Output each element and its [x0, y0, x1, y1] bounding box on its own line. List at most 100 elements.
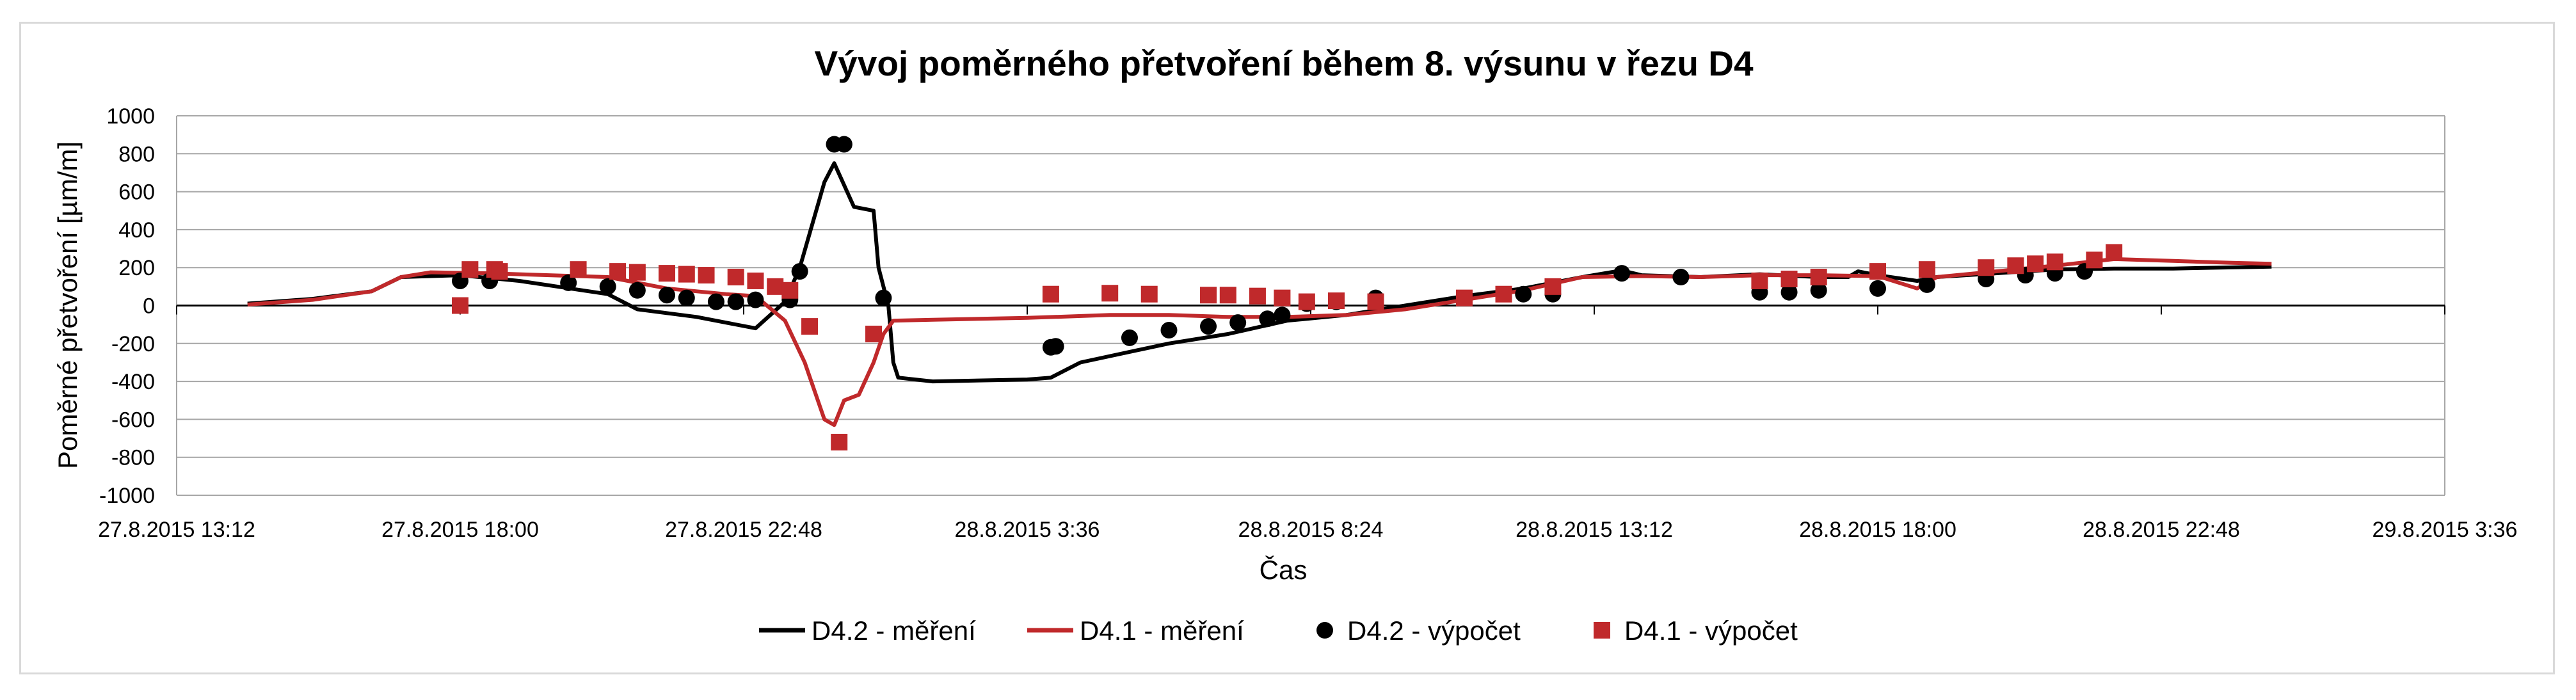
legend-label: D4.2 - výpočet [1347, 616, 1521, 646]
data-point-square [452, 297, 468, 314]
data-point-square [747, 272, 764, 289]
data-point-circle [835, 136, 852, 153]
x-tick-label: 28.8.2015 8:24 [1238, 518, 1384, 542]
y-axis-label: Poměrné přetvoření [µm/m] [52, 141, 83, 469]
y-tick-label: 200 [118, 256, 155, 280]
y-axis-ticks: 1000 800 600 400 200 0 -200 -400 -600 -800 -1000 [99, 104, 155, 508]
data-point-square [659, 265, 676, 282]
data-point-square [2046, 253, 2063, 271]
data-point-square [678, 266, 695, 283]
chart-title: Vývoj poměrného přetvoření během 8. výsu… [814, 44, 1753, 83]
legend-label: D4.2 - měření [812, 616, 976, 646]
y-tick-label: 800 [118, 142, 155, 166]
data-point-square [1219, 287, 1236, 304]
data-point-square [1780, 270, 1798, 287]
x-tick-label: 28.8.2015 18:00 [1799, 518, 1956, 542]
legend: D4.2 - měření D4.1 - měření D4.2 - výpočet… [759, 616, 1798, 646]
data-point-square [1101, 285, 1119, 302]
data-point-square [781, 282, 799, 299]
data-point-circle [678, 289, 695, 306]
gridlines [176, 115, 2445, 496]
legend-label: D4.1 - výpočet [1624, 616, 1798, 646]
series-markers [452, 136, 2123, 450]
x-tick-label: 27.8.2015 13:12 [98, 518, 255, 542]
data-point-square [698, 267, 715, 284]
y-tick-label: 0 [143, 294, 155, 319]
data-point-square [461, 261, 479, 278]
x-tick-label: 27.8.2015 18:00 [381, 518, 539, 542]
data-point-circle [560, 274, 577, 291]
data-point-circle [747, 291, 764, 308]
data-point-square [1298, 293, 1315, 310]
data-point-circle [1047, 338, 1064, 355]
y-tick-label: 400 [118, 218, 155, 243]
data-point-square [1455, 289, 1473, 306]
legend-swatch-square [1594, 622, 1610, 639]
data-point-square [2086, 251, 2103, 269]
data-point-circle [1515, 285, 1532, 303]
data-point-square [2007, 257, 2024, 274]
data-point-square [491, 263, 508, 280]
y-tick-label: -600 [111, 408, 155, 432]
data-point-square [1249, 287, 1266, 305]
data-point-circle [1613, 265, 1631, 282]
data-point-square [1200, 287, 1217, 304]
data-point-square [1544, 278, 1562, 295]
x-axis-label: Čas [1260, 555, 1308, 585]
data-point-square [1495, 285, 1512, 303]
y-tick-label: -200 [111, 332, 155, 356]
data-point-square [801, 318, 819, 335]
data-point-square [1918, 261, 1935, 278]
data-point-square [767, 278, 784, 295]
data-point-circle [1918, 276, 1935, 293]
data-point-circle [1780, 283, 1798, 301]
data-point-square [609, 263, 627, 280]
data-point-circle [707, 293, 724, 310]
data-point-circle [1229, 314, 1247, 331]
data-point-square [1327, 292, 1345, 310]
data-point-circle [1160, 322, 1178, 339]
data-point-circle [1259, 310, 1276, 328]
data-point-circle [1672, 269, 1690, 286]
x-tick-label: 29.8.2015 3:36 [2372, 518, 2518, 542]
data-point-square [570, 261, 587, 278]
data-point-circle [1869, 280, 1886, 297]
data-point-circle [1274, 306, 1291, 324]
y-tick-label: 1000 [106, 104, 155, 129]
y-tick-label: -400 [111, 370, 155, 394]
y-tick-label: -1000 [99, 484, 155, 508]
data-point-circle [791, 263, 808, 280]
data-point-square [2106, 244, 2123, 261]
data-point-square [1042, 285, 1059, 303]
data-point-square [831, 433, 848, 450]
data-point-square [1140, 285, 1158, 303]
legend-swatch-circle [1316, 622, 1333, 639]
x-axis-ticks: 27.8.2015 13:12 27.8.2015 18:00 27.8.2015 … [98, 305, 2518, 542]
data-point-square [1367, 293, 1384, 310]
x-tick-label: 28.8.2015 22:48 [2083, 518, 2240, 542]
data-point-square [865, 325, 883, 342]
data-point-square [1751, 272, 1768, 289]
data-point-circle [628, 282, 646, 299]
data-point-square [1810, 269, 1827, 286]
data-point-square [727, 269, 744, 286]
data-point-circle [599, 278, 616, 295]
data-point-square [1869, 263, 1886, 280]
data-point-circle [1200, 318, 1217, 335]
chart-frame [19, 22, 2555, 674]
legend-label: D4.1 - měření [1080, 616, 1244, 646]
data-point-square [628, 264, 646, 281]
y-tick-label: 600 [118, 180, 155, 205]
data-point-square [2027, 255, 2044, 273]
data-point-circle [1810, 282, 1827, 299]
data-point-circle [1121, 329, 1138, 346]
data-point-square [1274, 289, 1291, 306]
x-tick-label: 28.8.2015 3:36 [955, 518, 1100, 542]
data-point-circle [875, 289, 892, 306]
data-point-circle [659, 287, 676, 304]
x-tick-label: 27.8.2015 22:48 [665, 518, 822, 542]
data-point-circle [727, 293, 744, 310]
y-tick-label: -800 [111, 446, 155, 470]
x-tick-label: 28.8.2015 13:12 [1516, 518, 1673, 542]
